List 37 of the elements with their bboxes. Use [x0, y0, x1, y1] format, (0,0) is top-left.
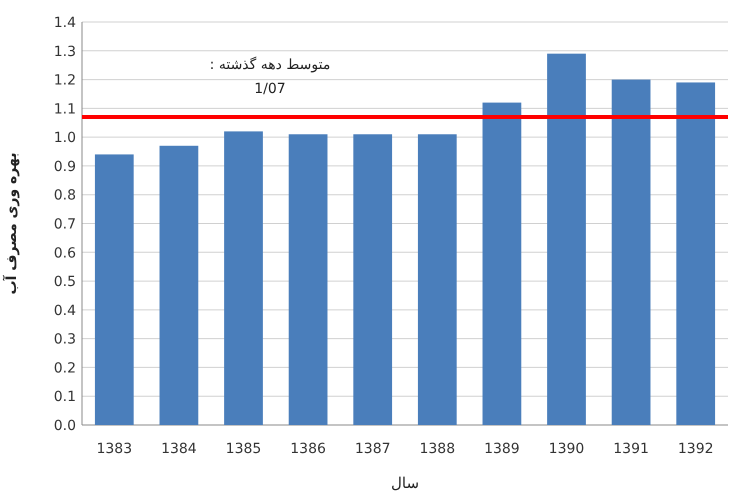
x-tick-label: 1387	[354, 441, 391, 457]
y-tick-label: 1.2	[54, 72, 76, 89]
y-tick-label: 0.8	[54, 188, 76, 204]
y-tick-label: 1.1	[54, 101, 76, 118]
bar	[94, 154, 134, 425]
x-tick-label: 1384	[161, 441, 197, 457]
y-tick-label: 1.4	[54, 15, 76, 31]
y-tick-label: 0.7	[54, 216, 76, 232]
x-tick-label: 1390	[548, 441, 584, 457]
bar	[547, 54, 586, 425]
x-tick-label: 1386	[290, 441, 326, 457]
bar	[353, 134, 392, 425]
y-tick-label: 0.0	[54, 418, 76, 434]
y-tick-label: 1.0	[54, 130, 76, 146]
y-tick-label: 0.9	[54, 158, 76, 175]
x-tick-label: 1391	[613, 441, 649, 457]
bar	[676, 82, 716, 425]
bar	[612, 80, 650, 425]
x-tick-label: 1385	[226, 441, 262, 457]
bar	[482, 102, 522, 425]
bar	[160, 146, 198, 425]
x-tick-label: 1383	[96, 441, 132, 457]
y-axis-title: بهره وری مصرف آب	[2, 152, 20, 294]
y-tick-label: 0.6	[54, 245, 76, 262]
x-tick-label: 1389	[484, 441, 520, 457]
x-tick-label: 1392	[678, 441, 714, 457]
y-tick-label: 1.3	[54, 44, 76, 60]
x-axis-title: سال	[390, 474, 420, 492]
y-tick-label: 0.4	[54, 302, 76, 319]
y-tick-label: 0.5	[54, 274, 76, 290]
y-tick-label: 0.1	[54, 389, 76, 406]
bar	[288, 134, 328, 425]
y-tick-label: 0.2	[54, 360, 76, 376]
y-tick-label: 0.3	[54, 332, 76, 348]
bar	[224, 131, 263, 425]
x-tick-label: 1388	[419, 441, 456, 457]
bar	[418, 134, 457, 425]
